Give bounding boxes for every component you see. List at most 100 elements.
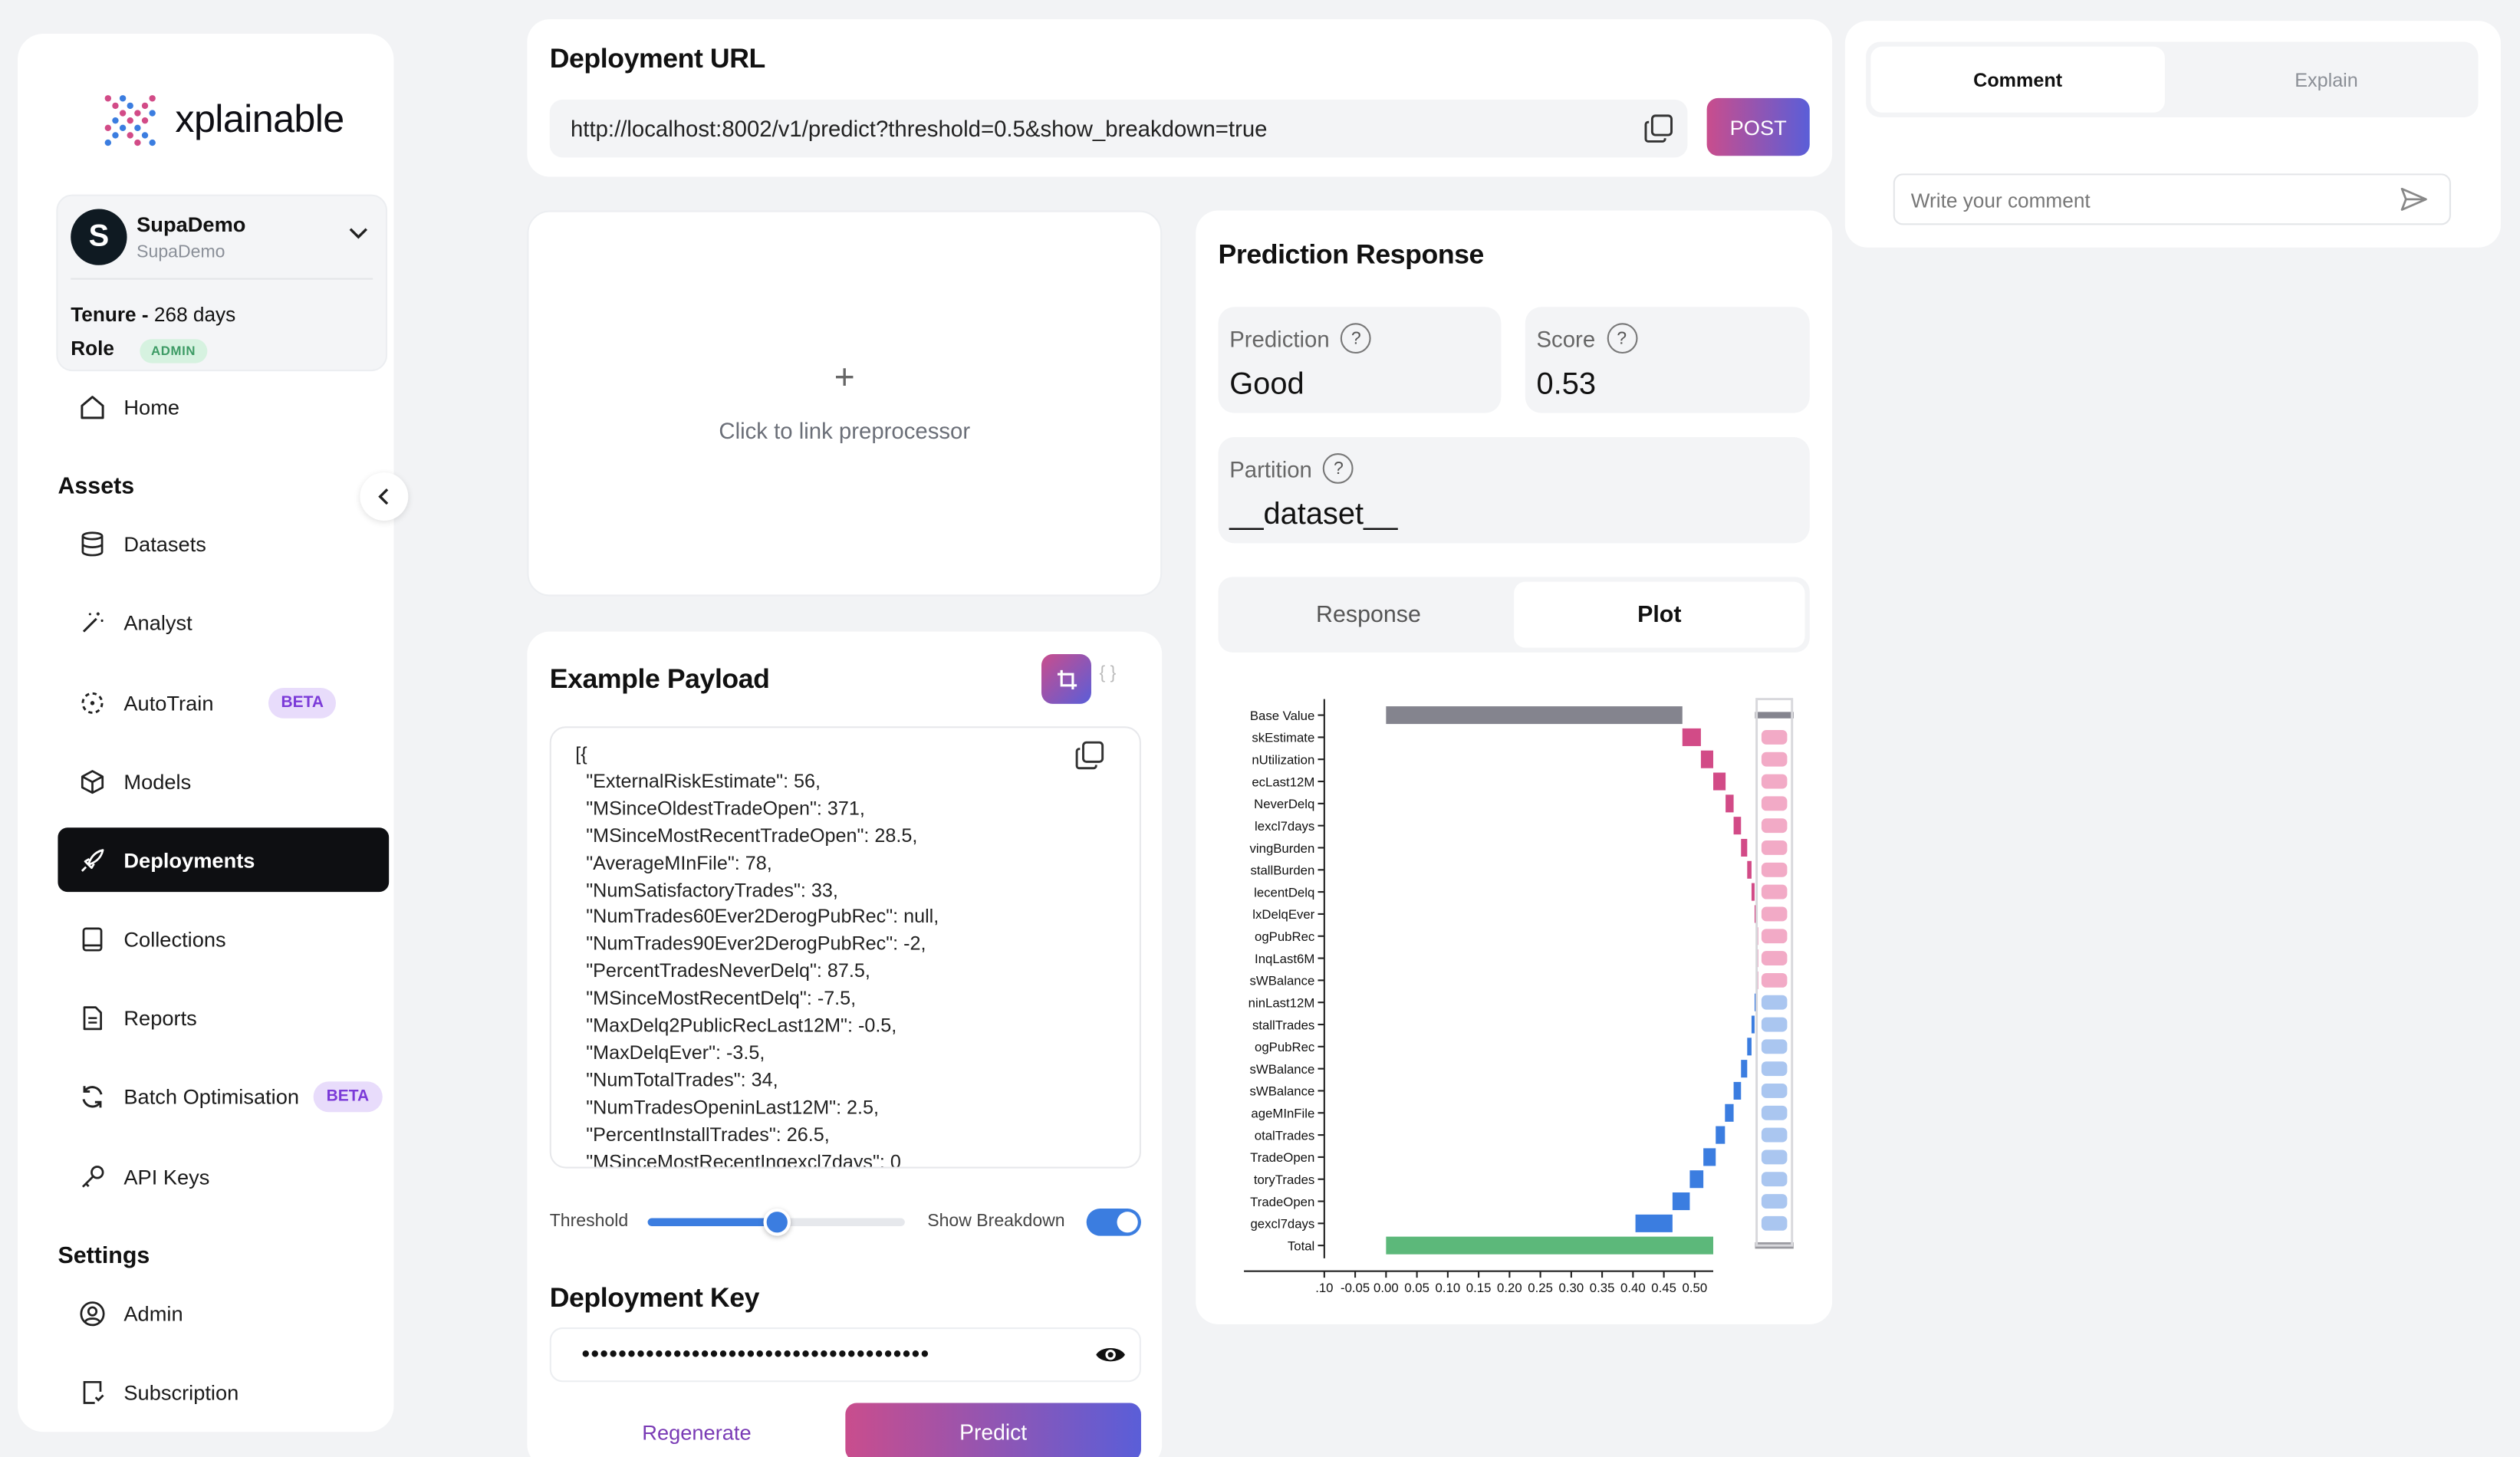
deployment-key-field[interactable]: •••••••••••••••••••••••••••••••••••••• [549,1327,1141,1383]
eye-icon[interactable] [1094,1342,1127,1368]
document-icon [77,1003,107,1032]
x-tick-label: 0.45 [1651,1281,1676,1295]
copy-icon[interactable] [1074,739,1106,771]
payload-code-box[interactable]: [{ "ExternalRiskEstimate": 56, "MSinceOl… [549,726,1141,1169]
nav-collections[interactable]: Collections [58,906,389,971]
y-tick-label: toryTrades [1254,1173,1314,1187]
nav-reports[interactable]: Reports [58,985,389,1050]
comment-tabs: Comment Explain [1866,41,2479,117]
strip-swatch [1761,884,1788,900]
role-label: Role [71,337,114,360]
prediction-response-card: Prediction Response Prediction? Good Sco… [1196,210,1833,1324]
tab-plot[interactable]: Plot [1514,581,1805,648]
nav-deployments[interactable]: Deployments [58,827,390,893]
comment-placeholder: Write your comment [1910,189,2091,212]
strip-swatch [1761,840,1788,855]
assets-section-title: Assets [58,474,135,500]
strip-swatch [1761,1215,1788,1231]
strip-swatch [1761,1105,1788,1120]
book-icon [77,924,107,953]
nav-reports-label: Reports [123,1005,197,1030]
home-icon [77,392,107,421]
help-icon[interactable]: ? [1606,323,1637,354]
y-tick-label: ogPubRec [1255,929,1314,944]
tab-response[interactable]: Response [1316,601,1421,628]
send-icon[interactable] [2400,186,2429,212]
link-preprocessor-label: Click to link preprocessor [719,417,971,444]
x-tick-label: -0.05 [1341,1281,1370,1295]
strip-swatch [1761,774,1788,789]
plus-icon: + [834,357,855,397]
strip-swatch [1761,752,1788,767]
y-tick-label: NeverDelq [1254,797,1314,811]
predict-button[interactable]: Predict [845,1403,1141,1457]
threshold-slider-thumb[interactable] [763,1208,791,1236]
strip-swatch [1761,818,1788,834]
nav-models[interactable]: Models [58,749,389,814]
prediction-response-title: Prediction Response [1218,239,1485,271]
crop-payload-button[interactable] [1041,653,1091,704]
nav-subscription[interactable]: Subscription [58,1360,389,1424]
tab-explain[interactable]: Explain [2295,68,2358,91]
strip-swatch [1761,1084,1788,1098]
score-stat: Score? 0.53 [1525,307,1810,413]
comment-input[interactable]: Write your comment [1893,173,2451,225]
strip-swatch [1761,1061,1788,1077]
y-tick-label: ninLast12M [1248,995,1315,1010]
deployment-url-text: http://localhost:8002/v1/predict?thresho… [570,115,1268,142]
y-tick-label: lexcl7days [1255,819,1314,834]
x-tick-label: .10 [1315,1281,1333,1295]
nav-deployments-label: Deployments [123,847,255,872]
nav-batch-optimisation[interactable]: Batch Optimisation BETA [58,1064,389,1128]
collapse-sidebar-button[interactable] [360,472,409,521]
chart-bar [1716,1126,1726,1144]
nav-analyst[interactable]: Analyst [58,590,389,654]
nav-admin[interactable]: Admin [58,1281,389,1345]
post-method-button[interactable]: POST [1706,97,1810,156]
code-braces-icon[interactable]: { } [1099,663,1117,683]
org-avatar: S [71,209,127,265]
x-tick-label: 0.10 [1436,1281,1461,1295]
regenerate-button[interactable]: Regenerate [642,1419,752,1444]
chart-bar [1751,1015,1755,1034]
strip-swatch [1761,1172,1788,1187]
prediction-stat: Prediction? Good [1218,307,1502,413]
tab-comment[interactable]: Comment [1870,46,2165,113]
nav-home[interactable]: Home [58,374,389,439]
threshold-slider[interactable] [647,1208,905,1236]
nav-subscription-label: Subscription [123,1380,239,1404]
strip-swatch [1761,1017,1788,1032]
chart-bar [1751,883,1755,901]
y-tick-label: Total [1288,1238,1314,1253]
y-tick-label: stallBurden [1250,863,1314,878]
org-subtitle: SupaDemo [137,242,225,262]
deployment-key-masked: •••••••••••••••••••••••••••••••••••••• [581,1340,930,1367]
help-icon[interactable]: ? [1323,452,1354,484]
magic-wand-icon [77,607,107,636]
copy-icon[interactable] [1643,113,1675,145]
user-circle-icon [77,1298,107,1327]
deployment-url-field[interactable]: http://localhost:8002/v1/predict?thresho… [549,99,1688,158]
brand-logo[interactable]: xplainable [101,91,344,149]
org-switcher[interactable]: S SupaDemo SupaDemo Tenure - 268 days Ro… [56,194,388,372]
link-preprocessor-card[interactable]: + Click to link preprocessor [527,210,1163,597]
nav-autotrain[interactable]: AutoTrain BETA [58,670,389,735]
y-tick-label: lxDelqEver [1252,907,1314,922]
nav-datasets[interactable]: Datasets [58,511,389,575]
nav-datasets-label: Datasets [123,531,206,556]
strip-swatch [1761,1127,1788,1143]
partition-label: Partition? [1229,452,1354,484]
y-tick-label: sWBalance [1250,1084,1315,1099]
sidebar: xplainable S SupaDemo SupaDemo Tenure - … [18,34,394,1432]
chevron-down-icon[interactable] [347,222,370,244]
tenure-value: 268 days [153,304,236,327]
show-breakdown-toggle[interactable] [1086,1208,1141,1236]
score-value: 0.53 [1536,367,1596,402]
chevron-left-icon [378,488,389,505]
nav-api-keys[interactable]: API Keys [58,1144,389,1209]
help-icon[interactable]: ? [1341,323,1372,354]
threshold-label: Threshold [549,1212,629,1232]
strip-swatch [1761,995,1788,1010]
org-name: SupaDemo [137,212,246,237]
y-tick-label: gexcl7days [1250,1217,1314,1232]
